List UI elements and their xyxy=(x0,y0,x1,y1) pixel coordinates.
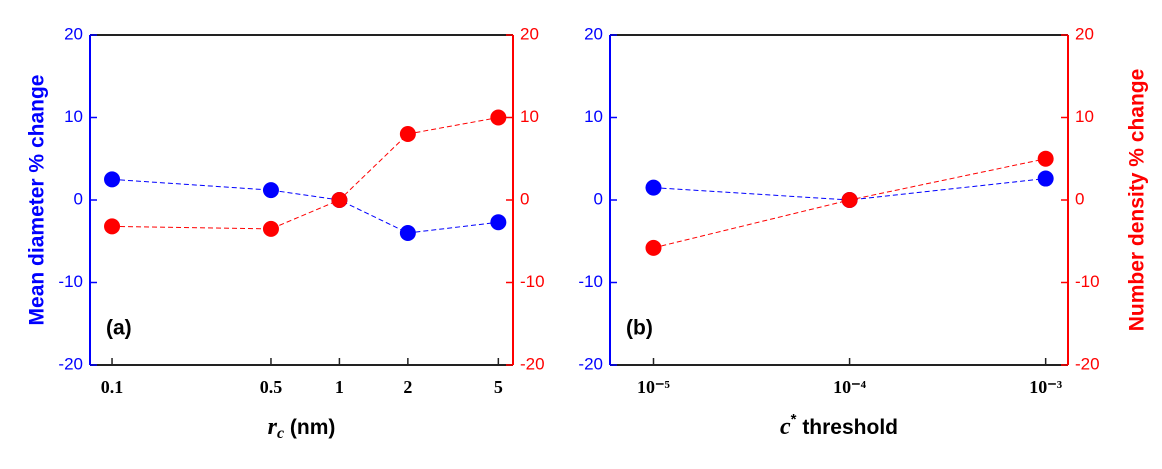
x-tick-label: 0.1 xyxy=(101,377,124,397)
y2-tick-label: 10 xyxy=(520,107,539,126)
y2-axis-label: Number density % change xyxy=(1126,69,1149,332)
y2-tick-label: -20 xyxy=(1075,354,1100,373)
marker xyxy=(262,182,279,199)
x-tick-label: 5 xyxy=(494,377,503,397)
marker xyxy=(490,214,507,231)
y-tick-label: -10 xyxy=(578,272,603,291)
y-axis-label: Mean diameter % change xyxy=(26,75,49,326)
y-tick-label: -10 xyxy=(58,272,83,291)
marker xyxy=(1037,170,1054,187)
y-tick-label: 20 xyxy=(584,24,603,43)
y-tick-label: 10 xyxy=(584,107,603,126)
marker xyxy=(490,109,507,126)
marker xyxy=(645,239,662,256)
series-line xyxy=(112,178,499,234)
y2-tick-label: 20 xyxy=(520,24,539,43)
y2-tick-label: 0 xyxy=(1075,189,1084,208)
marker xyxy=(331,192,348,208)
y-tick-label: -20 xyxy=(58,354,83,373)
x-tick-label: 0.5 xyxy=(260,377,283,397)
x-label-superscript: * xyxy=(791,411,797,428)
y2-tick-label: 20 xyxy=(1075,24,1094,43)
y-tick-label: -20 xyxy=(578,354,603,373)
x-label-text: (nm) xyxy=(284,416,335,439)
x-label-symbol: r xyxy=(268,414,278,440)
x-label-subscript: c xyxy=(277,425,284,442)
marker xyxy=(645,179,662,196)
marker xyxy=(399,225,416,241)
y-tick-label: 20 xyxy=(64,24,83,43)
y2-tick-label: -10 xyxy=(520,272,545,291)
x-tick-label: 10⁻³ xyxy=(1029,377,1063,397)
x-axis-label: c* threshold xyxy=(780,411,898,440)
x-tick-label: 10⁻⁵ xyxy=(637,377,671,397)
marker xyxy=(841,192,858,208)
marker xyxy=(104,218,121,235)
y2-tick-label: -20 xyxy=(520,354,545,373)
x-tick-label: 10⁻⁴ xyxy=(833,377,867,397)
marker xyxy=(399,126,416,142)
y2-tick-label: 0 xyxy=(520,189,529,208)
marker xyxy=(1037,150,1054,167)
annotation: (a) xyxy=(106,317,132,340)
annotation: (b) xyxy=(626,317,653,340)
x-axis-label: rc (nm) xyxy=(268,414,336,442)
x-tick-label: 2 xyxy=(403,377,412,397)
y2-tick-label: 10 xyxy=(1075,107,1094,126)
marker xyxy=(262,220,279,237)
x-label-symbol: c xyxy=(780,414,791,440)
y-tick-label: 0 xyxy=(74,189,83,208)
x-label-text: threshold xyxy=(796,416,898,439)
y-tick-label: 0 xyxy=(594,189,603,208)
y-tick-label: 10 xyxy=(64,107,83,126)
series-line xyxy=(112,117,499,230)
y2-tick-label: -10 xyxy=(1075,272,1100,291)
marker xyxy=(104,171,121,188)
x-tick-label: 1 xyxy=(335,377,344,397)
